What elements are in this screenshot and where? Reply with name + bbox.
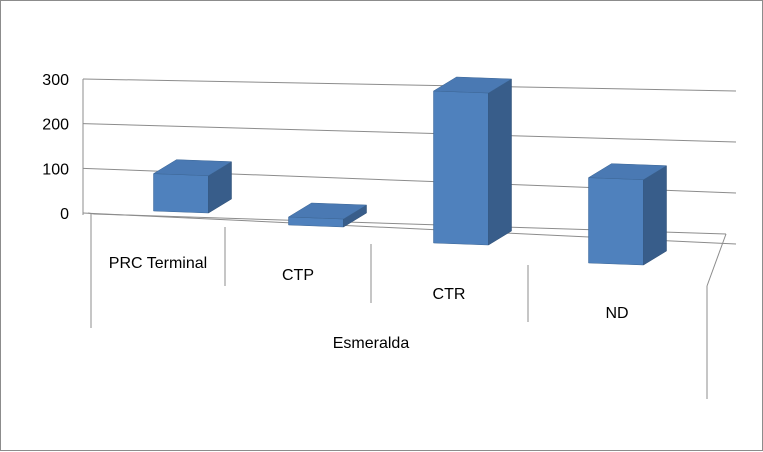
bar-front-3 — [588, 177, 644, 266]
y-tick-label-1: 100 — [42, 161, 69, 178]
y-tick-label-2: 200 — [42, 117, 69, 134]
bar-top-1 — [287, 202, 368, 220]
y-tick-label-3: 300 — [42, 72, 69, 89]
category-label-2: CTR — [433, 286, 466, 303]
bar-top-0 — [152, 159, 233, 176]
bar-side-3 — [643, 165, 667, 266]
gridline-2 — [82, 123, 737, 143]
bar-front-2 — [433, 90, 489, 246]
category-label-0: PRC Terminal — [109, 255, 207, 272]
bar-top-2 — [432, 76, 513, 94]
bar-side-2 — [488, 78, 512, 246]
floor-right-edge — [706, 233, 727, 287]
gridline-3 — [82, 78, 737, 92]
bar-front-0 — [153, 173, 209, 214]
group-label: Esmeralda — [333, 335, 410, 352]
category-label-1: CTP — [282, 267, 314, 284]
bar-top-3 — [587, 163, 668, 180]
category-label-3: ND — [605, 305, 628, 322]
y-tick-label-0: 0 — [60, 206, 69, 223]
